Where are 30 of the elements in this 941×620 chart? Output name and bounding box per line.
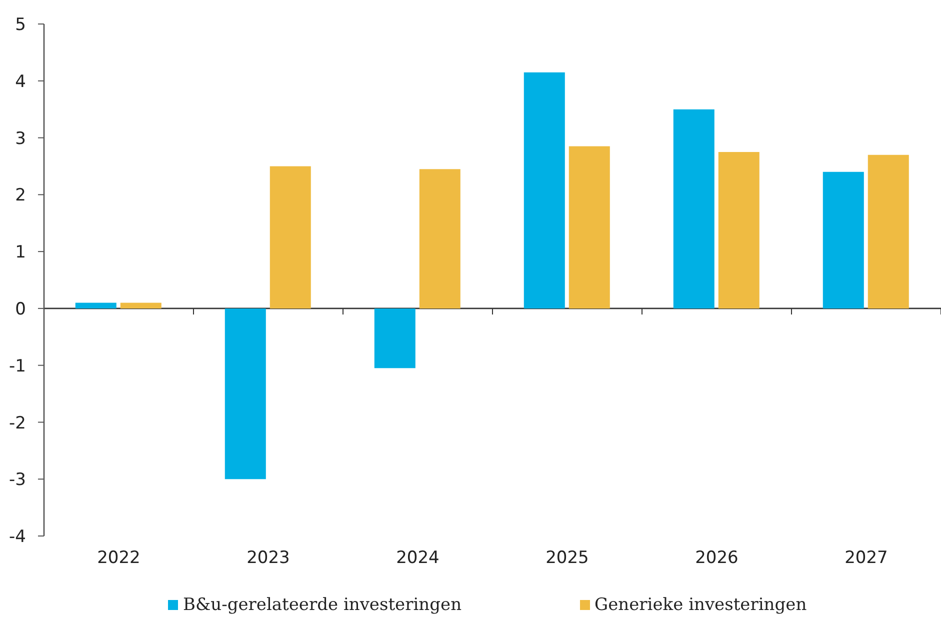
y-tick-label: 0 (15, 299, 26, 320)
y-tick-label: 4 (15, 72, 26, 92)
bar (524, 72, 565, 308)
x-tick-label: 2026 (695, 548, 738, 568)
x-tick-label: 2027 (844, 548, 888, 568)
y-tick-label: -1 (9, 356, 26, 376)
bar (419, 169, 460, 308)
bar (822, 172, 864, 308)
legend-label: Generieke investeringen (594, 595, 807, 615)
x-tick-label: 2023 (246, 548, 290, 568)
y-tick-label: 1 (15, 242, 26, 263)
bar (673, 109, 714, 308)
y-tick-label: -3 (9, 470, 26, 490)
bar (270, 166, 311, 308)
bar (374, 308, 416, 368)
y-tick-label: -4 (9, 527, 26, 548)
bar (224, 308, 266, 480)
y-tick-label: 3 (15, 128, 26, 149)
bar (718, 152, 760, 308)
y-tick-label: 2 (15, 186, 26, 206)
x-tick-label: 2024 (396, 548, 440, 568)
x-tick-label: 2022 (97, 548, 140, 568)
bar (75, 302, 116, 308)
bar (568, 146, 610, 308)
y-tick-label: 5 (15, 15, 26, 36)
y-tick-label: -2 (9, 413, 26, 434)
bar (868, 154, 909, 308)
legend-label: B&u-gerelateerde investeringen (183, 595, 462, 615)
bar (120, 302, 162, 308)
x-tick-label: 2025 (546, 548, 589, 568)
